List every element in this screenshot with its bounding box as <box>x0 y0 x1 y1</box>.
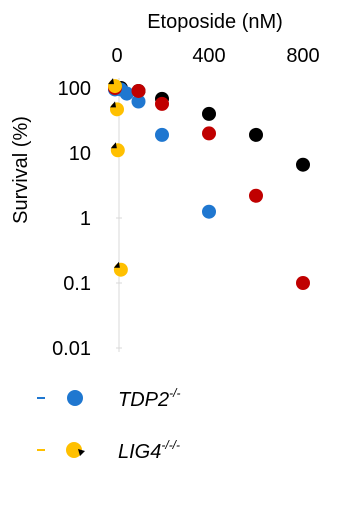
legend-label-tdp2-super: -/- <box>169 386 180 400</box>
legend: TDP2-/- LIG4-/-/- <box>37 386 180 463</box>
data-point <box>249 188 263 203</box>
data-point <box>202 126 216 141</box>
data-point-notch <box>110 101 116 108</box>
data-points <box>108 78 310 290</box>
legend-marker-tdp2 <box>67 390 83 406</box>
data-point <box>108 79 122 94</box>
data-point <box>131 83 146 98</box>
tick-labels: 0 400 800 100 10 1 0.1 0.01 <box>52 45 320 360</box>
legend-marker-lig4 <box>66 442 82 458</box>
x-tick-label: 400 <box>192 45 225 67</box>
data-point <box>296 157 310 172</box>
data-point <box>131 94 146 109</box>
data-point-notch <box>110 142 117 149</box>
axis-layer <box>116 78 122 352</box>
y-tick-label: 1 <box>80 208 91 230</box>
legend-item-lig4: LIG4-/-/- <box>37 438 180 463</box>
y-tick-label: 100 <box>58 78 91 100</box>
data-point <box>296 276 310 290</box>
data-point-notch <box>108 78 114 85</box>
y-tick-label: 0.01 <box>52 338 91 360</box>
legend-marker-lig4-notch <box>78 449 85 456</box>
data-point <box>155 96 169 111</box>
legend-label-lig4: LIG4-/-/- <box>118 438 180 463</box>
data-point <box>202 204 216 219</box>
x-axis-title: Etoposide (nM) <box>147 11 283 33</box>
y-axis-title: Survival (%) <box>10 116 32 224</box>
data-point <box>202 106 216 121</box>
data-point <box>113 262 128 277</box>
data-point <box>119 86 134 101</box>
data-point-notch <box>113 261 120 268</box>
y-tick-label: 10 <box>69 143 91 165</box>
legend-label-tdp2-main: TDP2 <box>118 389 169 411</box>
y-tick-label: 0.1 <box>63 273 91 295</box>
legend-label-lig4-main: LIG4 <box>118 441 161 463</box>
data-point <box>249 127 263 142</box>
data-point <box>110 143 125 158</box>
x-tick-label: 800 <box>286 45 319 67</box>
data-point <box>110 102 124 117</box>
data-point <box>155 127 169 142</box>
legend-label-lig4-super: -/-/- <box>161 438 180 452</box>
x-tick-label: 0 <box>111 45 122 67</box>
legend-item-tdp2: TDP2-/- <box>37 386 180 411</box>
legend-label-tdp2: TDP2-/- <box>118 386 180 411</box>
